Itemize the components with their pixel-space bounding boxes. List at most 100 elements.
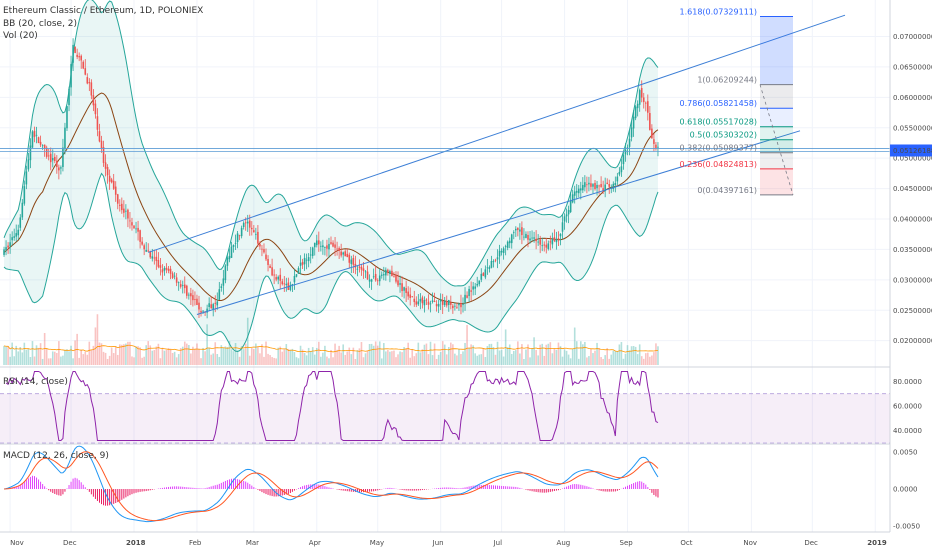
candle-body — [470, 290, 472, 292]
volume-bar — [458, 348, 460, 365]
candle-body — [492, 261, 495, 263]
candle-body — [15, 233, 18, 237]
candle-body — [188, 294, 190, 296]
candle-body — [285, 283, 288, 285]
candle-body — [380, 274, 383, 276]
volume-bar — [529, 357, 531, 365]
volume-indicator-label[interactable]: Vol (20) — [3, 31, 38, 41]
candle-body — [129, 220, 131, 222]
volume-bar — [596, 342, 598, 365]
volume-bar — [179, 348, 182, 365]
volume-bar — [47, 358, 50, 365]
candle-body — [72, 44, 74, 63]
volume-bar — [395, 357, 397, 365]
volume-bar — [356, 350, 359, 365]
volume-bar — [196, 343, 198, 365]
rsi-indicator-label[interactable]: RSI (14, close) — [3, 377, 68, 387]
candle-body — [364, 271, 367, 273]
candle-body — [39, 141, 42, 145]
fib-connector — [759, 84, 794, 195]
candle-body — [157, 260, 160, 267]
candle-body — [358, 266, 361, 268]
candle-body — [590, 183, 592, 187]
candle-body — [452, 305, 454, 309]
candle-body — [64, 127, 66, 150]
candle-body — [165, 267, 168, 270]
candle-body — [334, 244, 336, 248]
candle-body — [9, 242, 11, 247]
candle-body — [210, 304, 212, 309]
volume-bar — [644, 353, 647, 365]
fib-level-label: 0.382(0.05089377) — [680, 144, 758, 153]
volume-bar — [108, 355, 111, 365]
candle-body — [563, 216, 566, 222]
volume-bar — [33, 356, 36, 365]
volume-bar — [161, 347, 164, 365]
candle-body — [348, 254, 351, 263]
volume-bar — [175, 357, 178, 365]
volume-bar — [291, 348, 294, 365]
volume-bar — [313, 354, 316, 365]
volume-bar — [512, 350, 515, 365]
candle-body — [616, 176, 619, 182]
candle-body — [295, 274, 298, 277]
candle-body — [326, 245, 328, 249]
candle-body — [230, 246, 233, 258]
volume-bar — [437, 354, 440, 365]
volume-bar — [527, 344, 529, 365]
candle-body — [112, 180, 115, 189]
candle-body — [395, 274, 397, 282]
volume-bar — [427, 354, 430, 365]
volume-bar — [634, 346, 637, 365]
volume-bar — [86, 354, 89, 365]
volume-bar — [435, 358, 438, 365]
candle-body — [472, 286, 474, 290]
candle-body — [29, 145, 32, 161]
bb-indicator-label[interactable]: BB (20, close, 2) — [3, 19, 78, 29]
volume-bar — [397, 354, 399, 365]
candle-body — [642, 97, 645, 103]
volume-bar — [60, 356, 62, 365]
volume-bar — [66, 349, 68, 365]
volume-bar — [194, 348, 196, 365]
candle-body — [374, 273, 377, 281]
volume-bar — [543, 355, 546, 365]
volume-bar — [567, 354, 570, 365]
volume-bar — [577, 358, 580, 365]
candle-body — [508, 240, 511, 244]
volume-bar — [121, 344, 123, 365]
volume-bar — [517, 341, 519, 365]
candle-body — [261, 248, 263, 250]
candle-body — [192, 295, 194, 301]
volume-bar — [466, 325, 468, 365]
fib-level-label: 0.5(0.05303202) — [690, 131, 757, 140]
candle-body — [632, 116, 635, 129]
candle-body — [255, 233, 257, 235]
volume-bar — [303, 352, 306, 365]
volume-bar — [606, 348, 608, 365]
candle-body — [220, 286, 223, 288]
current-price-tag — [890, 144, 932, 157]
volume-bar — [114, 346, 117, 365]
candle-body — [47, 155, 50, 157]
volume-bar — [510, 353, 513, 365]
volume-bar — [39, 343, 42, 365]
candle-body — [575, 190, 578, 193]
candle-body — [557, 238, 560, 239]
candle-body — [151, 256, 154, 259]
macd-indicator-label[interactable]: MACD (12, 26, close, 9) — [3, 451, 109, 461]
candle-body — [496, 257, 499, 260]
volume-bar — [80, 349, 83, 365]
candle-body — [411, 296, 414, 298]
fibonacci-retracement[interactable]: 1.618(0.07329111) 1(0.06209244) 0.786(0.05… — [680, 7, 794, 196]
candle-body — [74, 46, 76, 54]
candle-body — [456, 306, 458, 308]
volume-bar — [401, 352, 403, 365]
volume-bar — [255, 343, 257, 365]
volume-bar — [25, 349, 28, 365]
trendline-drawings[interactable] — [0, 14, 890, 315]
volume-bar — [399, 351, 401, 365]
candle-body — [315, 240, 318, 246]
candle-body — [391, 270, 393, 277]
